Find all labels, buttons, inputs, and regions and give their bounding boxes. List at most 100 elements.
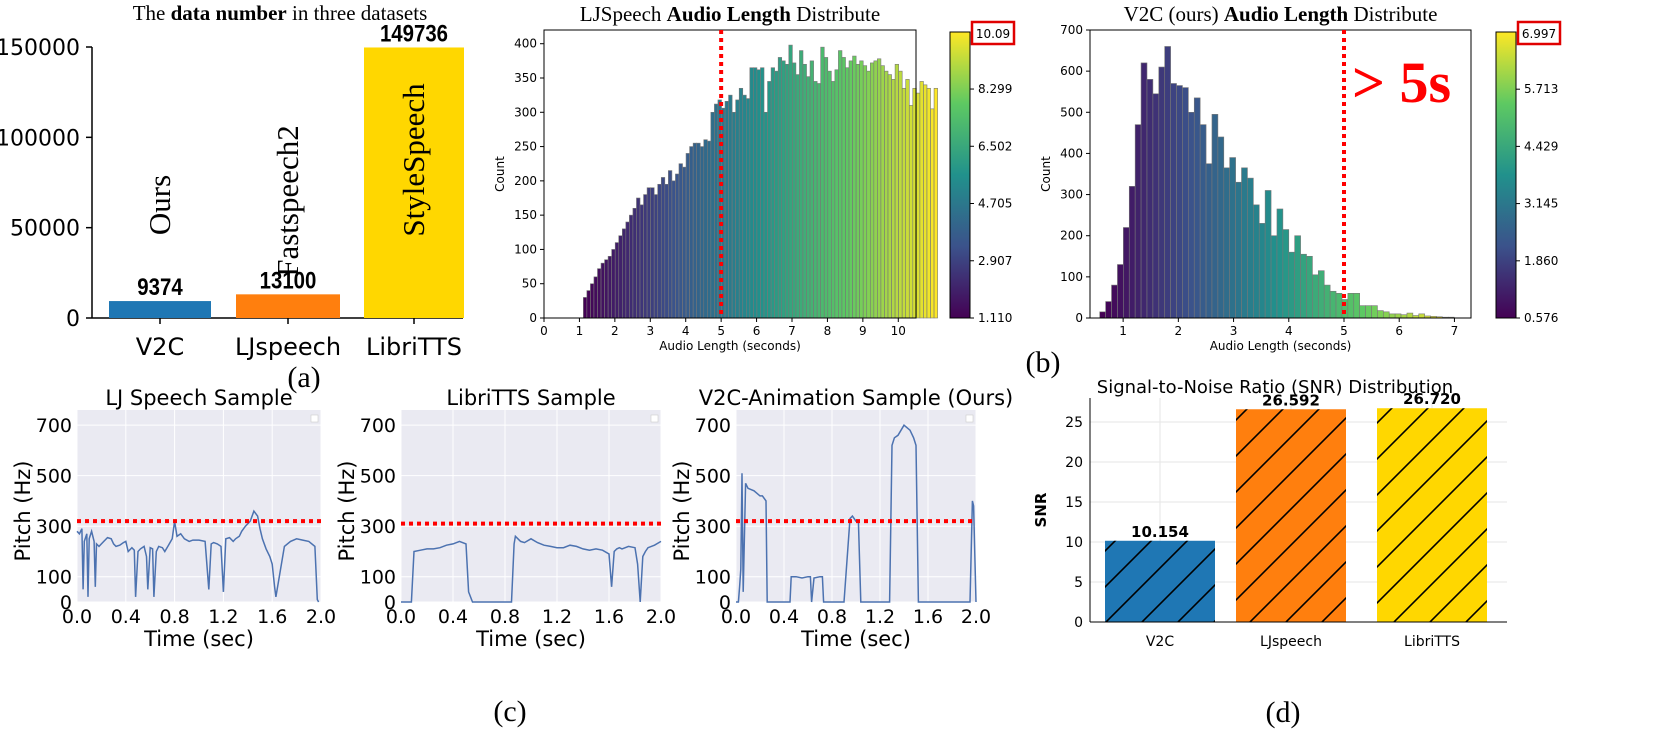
x-axis-label: Time (sec): [143, 627, 254, 651]
histogram-bar: [1223, 167, 1231, 319]
histogram-bar: [1158, 66, 1166, 319]
y-axis-label: SNR: [1032, 492, 1050, 527]
x-tick-label: 1.2: [208, 606, 238, 628]
histogram-bar: [795, 74, 800, 319]
histogram-bar: [763, 111, 768, 319]
histogram-bar: [1418, 313, 1425, 319]
x-tick-label: LJspeech: [1260, 634, 1322, 650]
histogram-bar: [1241, 167, 1248, 319]
x-tick-label: 0.8: [817, 606, 847, 628]
histogram-bar: [646, 187, 651, 319]
x-tick-label: 0.0: [721, 606, 751, 628]
histogram-bar: [643, 194, 648, 319]
histogram-bar: [1164, 46, 1171, 319]
histogram-bar: [1140, 62, 1148, 319]
histogram-bar: [919, 81, 924, 319]
legend-box: [650, 414, 659, 423]
panel-label-d: (d): [1266, 696, 1301, 729]
value-label: 26.720: [1403, 390, 1461, 408]
x-tick-label: 0.4: [111, 606, 141, 628]
x-tick-label: 1.6: [913, 606, 943, 628]
y-tick-label: 300: [1060, 188, 1083, 202]
y-tick-label: 500: [360, 466, 396, 488]
x-tick-label: 0.4: [769, 606, 799, 628]
histogram-bar: [816, 83, 821, 319]
histogram-bar: [770, 67, 775, 319]
histogram-bar: [1282, 229, 1290, 319]
histogram-bar: [738, 87, 744, 319]
histogram-bar: [664, 183, 669, 319]
histogram-bar: [685, 153, 690, 319]
chart-pitch_libri: LibriTTS Sample 0.0 0.4 0.8 1.2 1.6 2.0 0 100 300…: [335, 386, 676, 651]
x-tick-label: 7: [1451, 324, 1459, 338]
histogram-bar: [898, 70, 903, 319]
x-tick-label: LibriTTS: [366, 333, 462, 361]
x-tick-label: 7: [788, 324, 796, 338]
histogram-bar: [639, 204, 644, 319]
y-tick-label: 500: [36, 466, 72, 488]
histogram-bar: [1182, 87, 1189, 319]
histogram-bar: [760, 67, 765, 319]
y-tick-label: 150000: [0, 36, 80, 61]
histogram-bar: [1188, 111, 1195, 319]
colorbar-max-box: [970, 20, 1016, 46]
histogram-bar: [1099, 311, 1106, 319]
histogram-bar: [611, 249, 616, 319]
x-tick-label: 3: [1230, 324, 1238, 338]
x-tick-label: 2: [1175, 324, 1183, 338]
x-tick-label: 0.8: [159, 606, 189, 628]
colorbar-max-box: [1516, 20, 1562, 46]
histogram-bar: [653, 194, 659, 319]
y-tick-label: 20: [1065, 455, 1083, 471]
y-axis-label: Pitch (Hz): [670, 460, 694, 561]
plot-background: [401, 410, 661, 602]
y-tick-label: 500: [1060, 105, 1083, 119]
colorbar: [949, 31, 971, 319]
histogram-bar: [930, 108, 935, 319]
histogram-bar: [696, 142, 701, 319]
histogram-bar: [792, 62, 797, 319]
x-tick-label: 2: [611, 324, 619, 338]
histogram-bar: [827, 70, 832, 319]
y-tick-label: 0: [1074, 615, 1083, 631]
histogram-bar: [1377, 310, 1384, 319]
histogram-bar: [845, 67, 850, 319]
histogram-bar: [1134, 124, 1142, 319]
y-tick-label: 100: [36, 567, 72, 589]
y-tick-label: 700: [360, 415, 396, 437]
histogram-bar: [799, 50, 804, 319]
histogram-bar: [1211, 114, 1219, 319]
x-axis-label: Time (sec): [800, 627, 911, 651]
histogram-bar: [1318, 270, 1325, 319]
histogram-bar: [710, 111, 715, 319]
histogram-bar: [926, 87, 931, 319]
y-tick-label: 100: [695, 567, 731, 589]
y-tick-label: 100: [1060, 270, 1083, 284]
x-axis-label: Audio Length (seconds): [659, 339, 801, 353]
x-tick-label: 0.8: [490, 606, 520, 628]
histogram-bar: [1359, 305, 1366, 319]
y-tick-label: 0: [719, 592, 731, 614]
y-tick-label: 0: [66, 307, 80, 332]
histogram-bar: [905, 79, 910, 319]
histogram-bar: [724, 101, 729, 319]
x-tick-label: 3: [646, 324, 654, 338]
histogram-bar: [604, 259, 609, 319]
chart-snr: Signal-to-Noise Ratio (SNR) Distribution…: [1032, 377, 1507, 650]
histogram-bar: [855, 63, 860, 319]
histogram-bar: [873, 60, 878, 319]
histogram-bar: [742, 94, 747, 319]
x-tick-label: 6: [1395, 324, 1403, 338]
histogram-bar: [866, 70, 871, 319]
colorbar-tick-label: 0.576: [1524, 311, 1558, 325]
y-tick-label: 400: [1060, 146, 1083, 160]
histogram-bar: [781, 60, 786, 319]
histogram-bar: [682, 166, 687, 319]
y-tick-label: 250: [514, 140, 537, 154]
y-tick-label: 300: [36, 516, 72, 538]
plot-frame: [1089, 29, 1472, 319]
legend-box: [965, 414, 974, 423]
histogram-bar: [728, 94, 733, 319]
colorbar-max-label: 6.997: [1522, 27, 1556, 41]
histogram-bar: [1123, 227, 1130, 319]
